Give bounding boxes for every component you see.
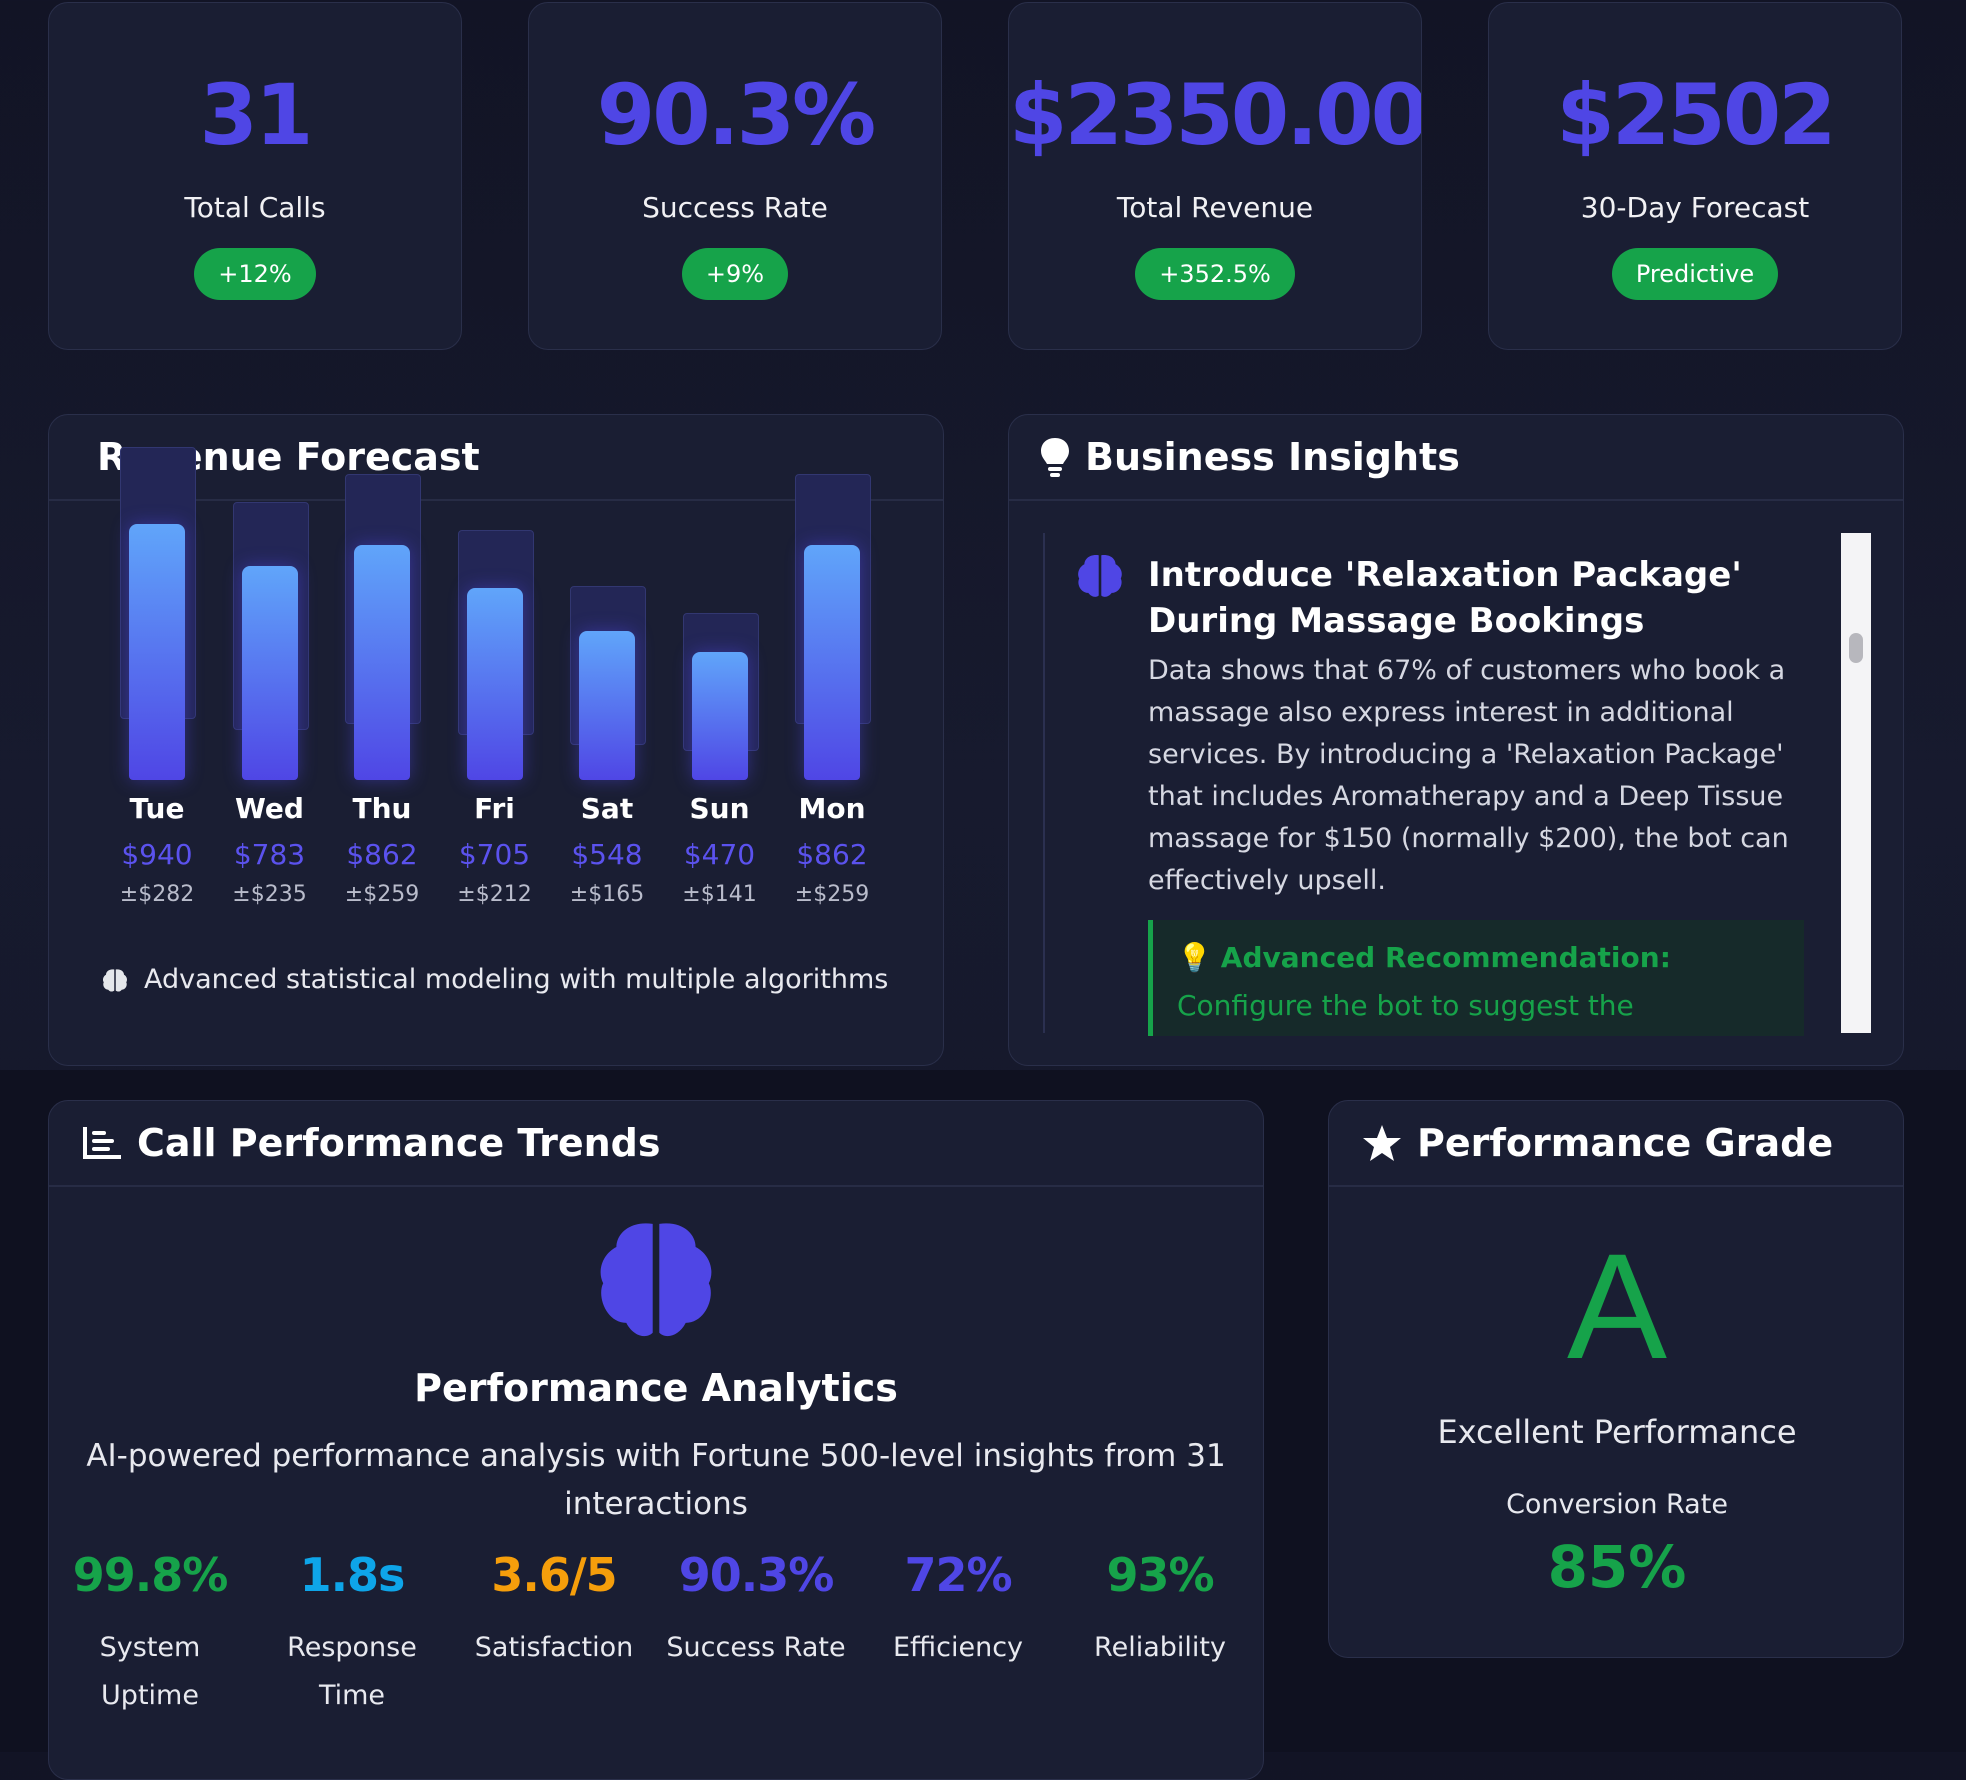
forecast-error-label: ±$212 <box>457 882 532 907</box>
conversion-value: 85% <box>1547 1533 1687 1601</box>
forecast-error-label: ±$235 <box>232 882 307 907</box>
metric-value: 72% <box>904 1548 1012 1602</box>
stat-label: Total Revenue <box>1116 191 1314 224</box>
metric-system-uptime: 99.8% System Uptime <box>50 1548 250 1720</box>
metric-value: 3.6/5 <box>491 1548 617 1602</box>
metric-satisfaction: 3.6/5 Satisfaction <box>454 1548 654 1672</box>
metric-reliability: 93% Reliability <box>1060 1548 1260 1672</box>
call-performance-trends-panel: Call Performance Trends <box>48 1100 1264 1780</box>
lightbulb-icon: 💡 <box>1177 941 1212 974</box>
panel-title: Call Performance Trends <box>137 1121 661 1165</box>
forecast-value-label: $470 <box>683 838 756 871</box>
stat-badge: +12% <box>194 248 316 300</box>
panel-title: Performance Grade <box>1417 1121 1834 1165</box>
analytics-heading: Performance Analytics <box>414 1366 898 1410</box>
forecast-bar <box>804 544 860 780</box>
forecast-error-label: ±$141 <box>682 882 757 907</box>
star-icon <box>1363 1125 1401 1161</box>
forecast-bar <box>466 587 523 780</box>
lightbulb-icon <box>1041 438 1069 477</box>
recommendation-text: Configure the bot to suggest the 'Relaxa… <box>1177 989 1634 1022</box>
brain-icon <box>1078 554 1122 597</box>
forecast-value-label: $548 <box>571 838 643 871</box>
scrollbar-track[interactable] <box>1841 533 1871 1033</box>
panel-header: Performance Grade <box>1329 1101 1903 1187</box>
forecast-bar <box>354 544 410 780</box>
metric-value: 1.8s <box>299 1548 406 1602</box>
insight-body: Data shows that 67% of customers who boo… <box>1148 655 1789 896</box>
analytics-description: AI-powered performance analysis with For… <box>86 1438 1226 1522</box>
metric-success-rate: 90.3% Success Rate <box>656 1548 856 1672</box>
brain-icon <box>103 968 127 992</box>
stat-value: $2350.00 <box>1009 66 1422 164</box>
forecast-bar <box>579 630 635 780</box>
stat-value: 90.3% <box>596 66 876 164</box>
panel-title: Business Insights <box>1085 435 1460 479</box>
forecast-day-label: Thu <box>352 792 412 825</box>
metric-label: Response Time <box>287 1632 417 1711</box>
chart-bar-icon <box>83 1127 121 1159</box>
forecast-bar <box>691 651 748 780</box>
panel-header: Business Insights <box>1009 415 1903 501</box>
stat-badge: +9% <box>681 248 789 300</box>
stat-card-success-rate: 90.3% Success Rate +9% <box>528 2 942 350</box>
forecast-error-label: ±$259 <box>344 882 420 907</box>
metric-response-time: 1.8s Response Time <box>252 1548 452 1720</box>
metric-label: Success Rate <box>666 1632 846 1663</box>
stat-value: $2502 <box>1556 66 1836 164</box>
grade-letter: A <box>1566 1222 1668 1390</box>
scrollbar-thumb[interactable] <box>1849 633 1863 663</box>
panel-header: Call Performance Trends <box>49 1101 1263 1187</box>
forecast-note-text: Advanced statistical modeling with multi… <box>144 964 889 995</box>
recommendation-box: 💡 Advanced Recommendation: Configure the… <box>1148 920 1804 1036</box>
stat-label: Success Rate <box>642 191 828 224</box>
stat-label: 30-Day Forecast <box>1580 191 1810 224</box>
forecast-error-label: ±$165 <box>569 882 645 907</box>
metric-label: Satisfaction <box>474 1632 634 1663</box>
forecast-error-label: ±$259 <box>794 882 870 907</box>
conversion-label: Conversion Rate <box>1506 1489 1728 1520</box>
metric-label: Efficiency <box>892 1632 1024 1663</box>
forecast-value-label: $862 <box>796 838 868 871</box>
forecast-value-label: $862 <box>346 838 418 871</box>
forecast-day-label: Mon <box>798 792 866 825</box>
stat-badge: +352.5% <box>1135 248 1295 300</box>
insight-divider <box>1043 533 1045 1033</box>
forecast-bar <box>241 566 298 780</box>
metric-label: System Uptime <box>99 1632 201 1711</box>
grade-description: Excellent Performance <box>1437 1413 1797 1451</box>
forecast-day-label: Sun <box>689 792 750 825</box>
stat-value: 31 <box>199 66 314 164</box>
metric-value: 90.3% <box>678 1548 835 1602</box>
stat-label: Total Calls <box>184 191 326 224</box>
forecast-value-label: $705 <box>458 838 531 871</box>
metric-efficiency: 72% Efficiency <box>858 1548 1058 1672</box>
forecast-note: Advanced statistical modeling with multi… <box>100 964 888 995</box>
metric-value: 99.8% <box>72 1548 229 1602</box>
forecast-day-label: Sat <box>580 792 634 825</box>
stat-badge: Predictive <box>1611 248 1779 300</box>
forecast-error-label: ±$282 <box>119 882 195 907</box>
recommendation-label: Advanced Recommendation: <box>1220 941 1671 974</box>
metric-label: Reliability <box>1094 1632 1226 1663</box>
performance-grade-panel: Performance Grade A Excellent Performanc… <box>1328 1100 1904 1658</box>
forecast-value-label: $783 <box>233 838 306 871</box>
forecast-day-label: Tue <box>129 792 185 825</box>
stat-card-total-revenue: $2350.00 Total Revenue +352.5% <box>1008 2 1422 350</box>
stat-card-total-calls: 31 Total Calls +12% <box>48 2 462 350</box>
forecast-day-label: Fri <box>474 792 515 825</box>
forecast-day-label: Wed <box>235 792 304 825</box>
brain-icon <box>600 1223 712 1337</box>
forecast-bar <box>129 523 185 780</box>
stat-card-forecast: $2502 30-Day Forecast Predictive <box>1488 2 1902 350</box>
forecast-value-label: $940 <box>121 838 193 871</box>
metric-value: 93% <box>1106 1548 1214 1602</box>
insight-title: Introduce 'Relaxation Package' During Ma… <box>1148 555 1742 641</box>
